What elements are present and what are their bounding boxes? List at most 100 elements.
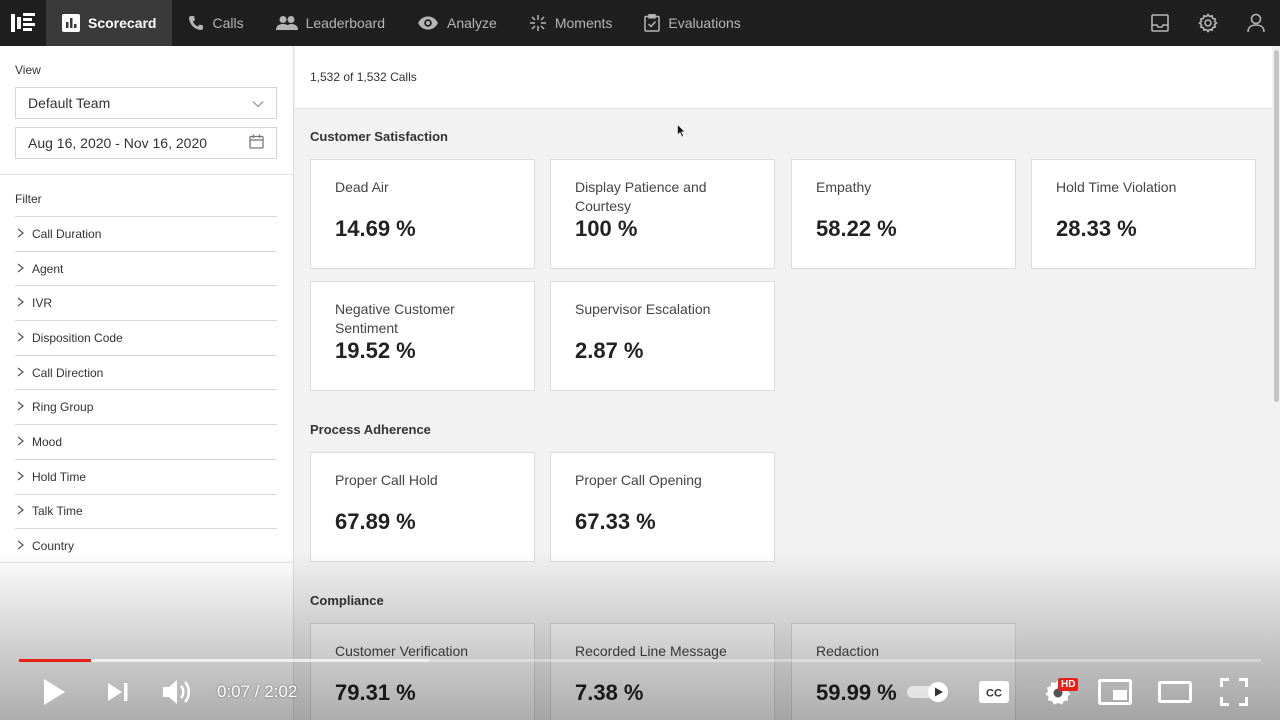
filter-label-text: Country (32, 539, 75, 554)
filter-label-text: Call Direction (32, 365, 104, 380)
card-value: 14.69 % (335, 216, 416, 241)
inbox-icon[interactable] (1136, 0, 1184, 46)
theater-mode-icon[interactable] (1156, 677, 1194, 707)
section-title-process-adherence: Process Adherence (310, 422, 431, 437)
filter-call-duration[interactable]: Call Duration (15, 216, 277, 251)
volume-icon[interactable] (158, 674, 196, 710)
nav-label: Leaderboard (305, 15, 386, 31)
card-title: Proper Call Hold (335, 472, 438, 488)
filter-talk-time[interactable]: Talk Time (15, 493, 277, 529)
card-value: 2.87 % (575, 338, 644, 363)
sidebar: View Default Team Aug 16, 2020 - Nov 16,… (0, 46, 294, 720)
filter-country[interactable]: Country (15, 528, 277, 563)
phone-icon (188, 15, 204, 31)
filter-label-text: Ring Group (32, 400, 94, 415)
calls-bar: 1,532 of 1,532 Calls (295, 46, 1272, 109)
filter-agent[interactable]: Agent (15, 250, 277, 286)
card-title: Negative Customer Sentiment (335, 301, 455, 336)
nav-evaluations[interactable]: Evaluations (628, 0, 756, 46)
filter-label-text: Agent (32, 261, 64, 276)
play-icon[interactable] (36, 674, 72, 710)
top-nav: Scorecard Calls Leaderboard Analyze Mome… (0, 0, 1280, 46)
miniplayer-icon[interactable] (1096, 677, 1134, 707)
section-title-compliance: Compliance (310, 593, 384, 608)
metric-card-hold-time-violation[interactable]: Hold Time Violation 28.33 % (1031, 159, 1256, 269)
metric-card-display-patience[interactable]: Display Patience and Courtesy 100 % (550, 159, 775, 269)
section-title-customer-satisfaction: Customer Satisfaction (310, 129, 448, 144)
filter-ring-group[interactable]: Ring Group (15, 389, 277, 424)
calls-count: 1,532 of 1,532 Calls (310, 70, 417, 84)
filter-disposition-code[interactable]: Disposition Code (15, 320, 277, 355)
app-logo[interactable] (0, 0, 46, 46)
closed-captions-icon[interactable]: CC (976, 678, 1012, 706)
card-value: 59.99 % (816, 680, 897, 705)
filter-label-text: Talk Time (32, 504, 83, 519)
nav-moments[interactable]: Moments (513, 0, 629, 46)
scroll-thumb[interactable] (1274, 50, 1279, 402)
team-select[interactable]: Default Team (15, 87, 277, 119)
sidebar-divider (0, 174, 294, 175)
card-title: Dead Air (335, 179, 389, 195)
metric-card-dead-air[interactable]: Dead Air 14.69 % (310, 159, 535, 269)
skip-next-icon[interactable] (100, 676, 136, 708)
metric-card-redaction[interactable]: Redaction 59.99 % (791, 623, 1016, 720)
card-title: Redaction (816, 643, 880, 659)
card-value: 7.38 % (575, 680, 644, 705)
filter-call-direction[interactable]: Call Direction (15, 354, 277, 390)
card-title: Supervisor Escalation (575, 301, 711, 317)
chevron-right-icon (17, 296, 24, 310)
clipboard-check-icon (644, 14, 661, 32)
date-range-picker[interactable]: Aug 16, 2020 - Nov 16, 2020 (15, 127, 277, 159)
chevron-right-icon (17, 400, 24, 414)
filter-label-text: IVR (32, 296, 53, 311)
filter-mood[interactable]: Mood (15, 424, 277, 459)
team-select-value: Default Team (28, 95, 111, 111)
fullscreen-icon[interactable] (1216, 676, 1252, 708)
mouse-cursor-icon (677, 123, 687, 143)
card-title: Display Patience and Courtesy (575, 179, 707, 214)
card-value: 67.89 % (335, 509, 416, 534)
metric-card-negative-sentiment[interactable]: Negative Customer Sentiment 19.52 % (310, 281, 535, 391)
progress-played (19, 659, 92, 662)
hd-badge: HD (1058, 678, 1079, 691)
video-progress-bar[interactable] (19, 659, 1261, 662)
card-title: Customer Verification (335, 643, 469, 659)
sidebar-divider (0, 562, 294, 563)
filter-hold-time[interactable]: Hold Time (15, 458, 277, 494)
metric-card-proper-call-hold[interactable]: Proper Call Hold 67.89 % (310, 452, 535, 562)
card-title: Proper Call Opening (575, 472, 702, 488)
nav-calls[interactable]: Calls (172, 0, 259, 46)
main-scrollbar[interactable] (1272, 46, 1280, 720)
nav-analyze[interactable]: Analyze (401, 0, 513, 46)
filter-label-text: Call Duration (32, 226, 102, 241)
card-title: Recorded Line Message (575, 643, 727, 659)
metric-card-empathy[interactable]: Empathy 58.22 % (791, 159, 1016, 269)
filter-label-text: Disposition Code (32, 330, 123, 345)
metric-card-recorded-line-message[interactable]: Recorded Line Message 7.38 % (550, 623, 775, 720)
metric-card-proper-call-opening[interactable]: Proper Call Opening 67.33 % (550, 452, 775, 562)
eye-icon (417, 16, 439, 30)
card-value: 67.33 % (575, 509, 656, 534)
gear-icon[interactable] (1184, 0, 1232, 46)
card-value: 79.31 % (335, 680, 416, 705)
user-icon[interactable] (1232, 0, 1280, 46)
people-icon (275, 15, 298, 31)
video-time: 0:07 / 2:02 (217, 682, 298, 701)
nav-label: Scorecard (88, 15, 157, 31)
metric-card-supervisor-escalation[interactable]: Supervisor Escalation 2.87 % (550, 281, 775, 391)
filter-label: Filter (15, 192, 42, 206)
card-title: Empathy (816, 179, 872, 195)
chevron-right-icon (17, 435, 24, 449)
card-value: 19.52 % (335, 338, 416, 363)
nav-leaderboard[interactable]: Leaderboard (260, 0, 401, 46)
metric-card-customer-verification[interactable]: Customer Verification 79.31 % (310, 623, 535, 720)
nav-label: Calls (212, 15, 244, 31)
card-value: 28.33 % (1056, 216, 1137, 241)
chevron-right-icon (17, 366, 24, 380)
filter-ivr[interactable]: IVR (15, 285, 277, 320)
autoplay-toggle[interactable] (904, 680, 952, 704)
chevron-right-icon (17, 470, 24, 484)
card-title: Hold Time Violation (1056, 179, 1177, 195)
card-value: 58.22 % (816, 216, 897, 241)
nav-scorecard[interactable]: Scorecard (46, 0, 173, 46)
